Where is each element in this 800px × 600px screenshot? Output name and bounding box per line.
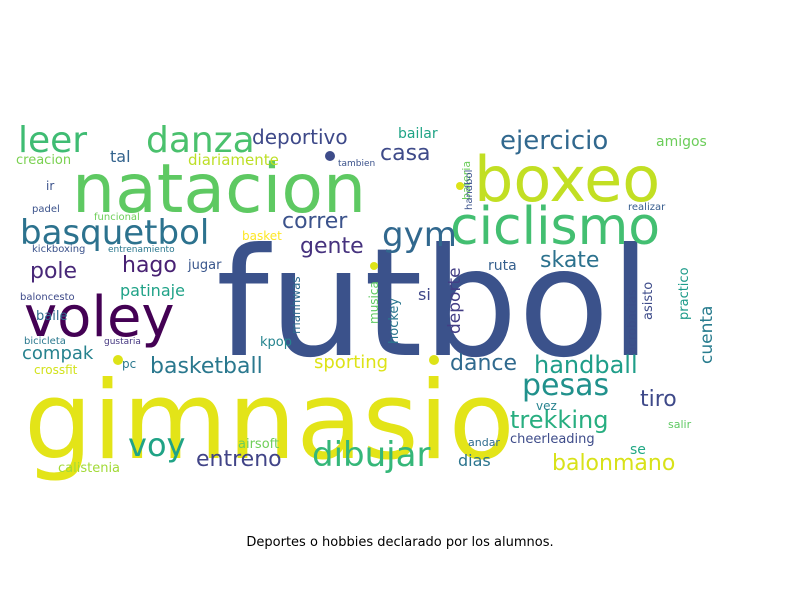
word-realizar: realizar (628, 202, 666, 213)
word-handball: handball (534, 351, 638, 379)
word-leer: leer (18, 120, 87, 161)
word-casa: casa (380, 141, 431, 166)
word-gimnasio: gimnasio (24, 359, 515, 484)
word-ir: ir (46, 179, 54, 193)
word-deporte: deporte (445, 267, 465, 334)
word-si: si (418, 285, 431, 304)
word-basquetbol: basquetbol (20, 213, 209, 253)
word-baloncesto: baloncesto (20, 292, 75, 303)
word-ejercicio: ejercicio (500, 126, 608, 156)
word-asisto: asisto (641, 282, 656, 320)
word-vez: vez (536, 399, 557, 413)
cloud-dot (456, 182, 464, 190)
word-bateria: bateria (460, 161, 473, 200)
word-correr: correr (282, 209, 348, 234)
word-basket: basket (242, 229, 282, 243)
word-trekking: trekking (510, 406, 608, 434)
word-skate: skate (540, 248, 599, 273)
word-baile: baile (36, 309, 67, 324)
word-creacion: creacion (16, 153, 71, 168)
word-entreno: entreno (196, 447, 282, 472)
word-cuenta: cuenta (697, 306, 717, 364)
word-bicicleta: bicicleta (24, 336, 66, 347)
word-acrobacias: acrobacias (625, 290, 639, 354)
word-tambien: tambien (338, 159, 375, 169)
word-kickboxing: kickboxing (32, 244, 85, 255)
word-dibujar: dibujar (312, 435, 430, 475)
word-boxeo: boxeo (474, 143, 660, 216)
word-kpop: kpop (260, 335, 292, 350)
cloud-dot (370, 262, 378, 270)
word-cheerleading: cheerleading (510, 432, 595, 447)
word-practico: practico (677, 267, 692, 320)
word-hago: hago (122, 253, 177, 278)
word-deportivo: deportivo (252, 125, 348, 149)
word-pc: pc (122, 357, 136, 371)
word-voley: voley (24, 285, 175, 350)
word-basketball: basketball (150, 354, 263, 379)
word-gym: gym (382, 215, 457, 255)
word-sporting: sporting (314, 352, 388, 373)
word-salir: salir (668, 418, 692, 431)
word-dias: dias (458, 451, 491, 470)
word-entrenamiento: entrenamiento (108, 245, 175, 255)
word-natacion: natacion (72, 150, 366, 229)
cloud-dot (325, 151, 335, 161)
cloud-dot (113, 355, 123, 365)
word-balonmano: balonmano (552, 451, 675, 476)
word-ciclismo: ciclismo (450, 197, 660, 257)
word-se: se (630, 442, 646, 458)
word-ruta: ruta (488, 258, 517, 274)
word-amigos: amigos (656, 134, 707, 150)
word-patinaje: patinaje (120, 281, 185, 300)
word-gente: gente (300, 234, 364, 259)
word-handbol: handbol (464, 170, 475, 210)
word-airsoft: airsoft (238, 437, 279, 452)
word-crossfit: crossfit (34, 363, 78, 377)
word-pesas: pesas (522, 368, 609, 403)
word-funcional: funcional (94, 212, 140, 223)
word-hockey: hockey (387, 298, 402, 344)
word-calistenia: calistenia (58, 461, 120, 476)
word-gustaria: gustaria (104, 337, 141, 347)
word-bailar: bailar (398, 126, 438, 142)
word-andar: andar (468, 436, 500, 449)
word-compak: compak (22, 343, 94, 364)
word-musica: musica (367, 281, 381, 324)
word-tiro: tiro (640, 387, 677, 412)
word-voy: voy (128, 426, 185, 464)
word-padel: padel (32, 204, 60, 215)
cloud-dot (429, 355, 439, 365)
word-danza: danza (146, 120, 255, 161)
figure-caption: Deportes o hobbies declarado por los alu… (246, 535, 554, 550)
word-dance: dance (450, 351, 517, 376)
word-jugar: jugar (187, 258, 222, 273)
word-tal: tal (110, 147, 131, 166)
word-pole: pole (30, 259, 77, 284)
word-diariamente: diariamente (188, 151, 279, 169)
word-manhwas: manhwas (289, 276, 303, 334)
